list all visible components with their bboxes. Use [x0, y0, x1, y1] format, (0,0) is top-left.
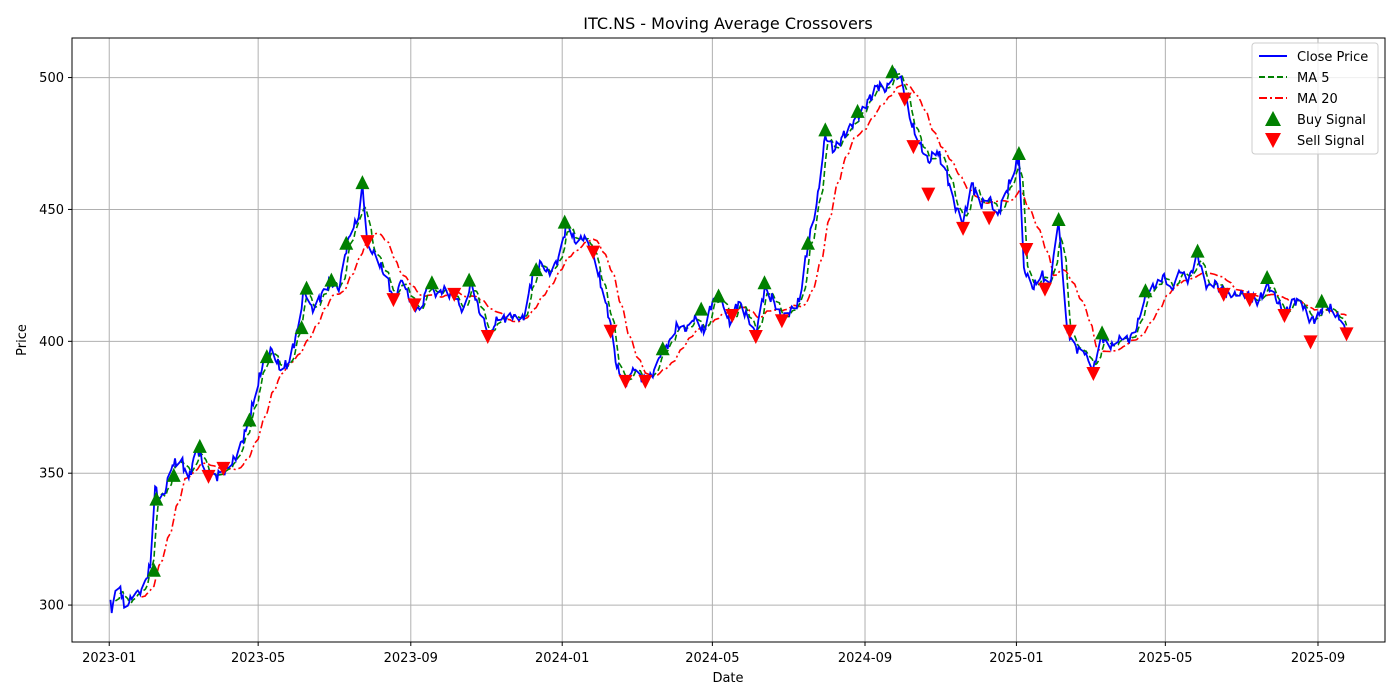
buy-signal-marker [818, 122, 833, 137]
x-tick-label: 2023-01 [82, 651, 136, 666]
grid [72, 38, 1385, 642]
legend-buy-marker [1265, 111, 1281, 126]
buy-signal-marker [424, 275, 439, 290]
buy-signal-marker [1260, 270, 1275, 285]
marker-layer [146, 64, 1354, 577]
x-axis-label: Date [712, 671, 743, 686]
buy-signal-marker [885, 64, 900, 79]
sell-signal-marker [386, 293, 401, 308]
buy-signal-marker [1190, 243, 1205, 258]
sell-signal-marker [906, 140, 921, 155]
sell-signal-marker [774, 314, 789, 329]
buy-signal-marker [192, 438, 207, 453]
legend-box [1251, 42, 1379, 155]
x-tick-label: 2025-05 [1138, 651, 1192, 666]
close-price-line [109, 67, 1348, 614]
buy-signal-marker [711, 288, 726, 303]
sell-signal-marker [1037, 282, 1052, 297]
sell-signal-marker [638, 374, 653, 389]
sell-signal-marker [447, 287, 462, 302]
legend-close-label: Close Price [1297, 50, 1368, 65]
buy-signal-marker [800, 235, 815, 250]
buy-signal-marker [850, 103, 865, 118]
buy-signal-marker [324, 272, 339, 287]
sell-signal-marker [725, 308, 740, 323]
x-tick-label: 2024-05 [685, 651, 739, 666]
buy-signal-marker [655, 341, 670, 356]
buy-signal-marker [1011, 146, 1026, 161]
sell-signal-marker [1303, 335, 1318, 350]
sell-signal-marker [360, 235, 375, 250]
sell-signal-marker [216, 461, 231, 476]
sell-signal-marker [956, 221, 971, 236]
sell-signal-marker [201, 469, 216, 484]
legend: Close Price MA 5 MA 20 Buy Signal Sell S… [1251, 42, 1379, 155]
buy-signal-marker [529, 262, 544, 277]
sell-signal-marker [618, 374, 633, 389]
legend-ma5-label: MA 5 [1297, 71, 1330, 86]
buy-signal-marker [259, 349, 274, 364]
y-tick-label: 500 [39, 71, 64, 86]
legend-ma20-label: MA 20 [1297, 92, 1338, 107]
sell-signal-marker [748, 330, 763, 345]
buy-signal-marker [149, 491, 164, 506]
plot-frame [71, 37, 1386, 643]
chart-title: ITC.NS - Moving Average Crossovers [583, 14, 872, 33]
x-tick-label: 2025-01 [989, 651, 1043, 666]
sell-signal-marker [1339, 327, 1354, 342]
x-tick-label: 2023-09 [384, 651, 438, 666]
buy-signal-marker [339, 235, 354, 250]
buy-signal-marker [694, 301, 709, 316]
x-tick-label: 2023-05 [231, 651, 285, 666]
y-tick-label: 300 [39, 599, 64, 614]
y-tick-label: 450 [39, 203, 64, 218]
y-axis-label: Price [15, 324, 30, 356]
legend-sell-marker [1265, 133, 1281, 148]
buy-signal-marker [1095, 325, 1110, 340]
sell-signal-marker [921, 187, 936, 202]
buy-signal-marker [146, 562, 161, 577]
buy-signal-marker [299, 280, 314, 295]
buy-signal-marker [557, 214, 572, 229]
sell-signal-marker [1062, 324, 1077, 339]
sell-signal-marker [1086, 366, 1101, 381]
buy-signal-marker [242, 412, 257, 427]
sell-signal-marker [1277, 308, 1292, 323]
buy-signal-marker [355, 175, 370, 190]
sell-signal-marker [480, 330, 495, 345]
x-tick-label: 2024-01 [535, 651, 589, 666]
buy-signal-marker [1138, 283, 1153, 298]
buy-signal-marker [462, 272, 477, 287]
sell-signal-marker [1216, 287, 1231, 302]
sell-signal-marker [897, 92, 912, 107]
sell-signal-marker [586, 245, 601, 260]
x-tick-label: 2024-09 [838, 651, 892, 666]
x-tick-label: 2025-09 [1291, 651, 1345, 666]
axis-ticks: 300 350 400 450 500 2023-01 2023-05 2023-09 2024… [39, 71, 1345, 666]
sell-signal-marker [603, 324, 618, 339]
buy-signal-marker [1314, 293, 1329, 308]
y-tick-label: 400 [39, 335, 64, 350]
buy-signal-marker [1051, 211, 1066, 226]
y-tick-label: 350 [39, 467, 64, 482]
sell-signal-marker [1019, 243, 1034, 258]
sell-signal-marker [407, 298, 422, 313]
buy-signal-marker [757, 275, 772, 290]
sell-signal-marker [982, 211, 997, 226]
legend-buy-label: Buy Signal [1297, 113, 1366, 128]
buy-signal-marker [294, 320, 309, 335]
buy-signal-marker [166, 467, 181, 482]
sell-signal-marker [1242, 293, 1257, 308]
legend-sell-label: Sell Signal [1297, 134, 1365, 149]
